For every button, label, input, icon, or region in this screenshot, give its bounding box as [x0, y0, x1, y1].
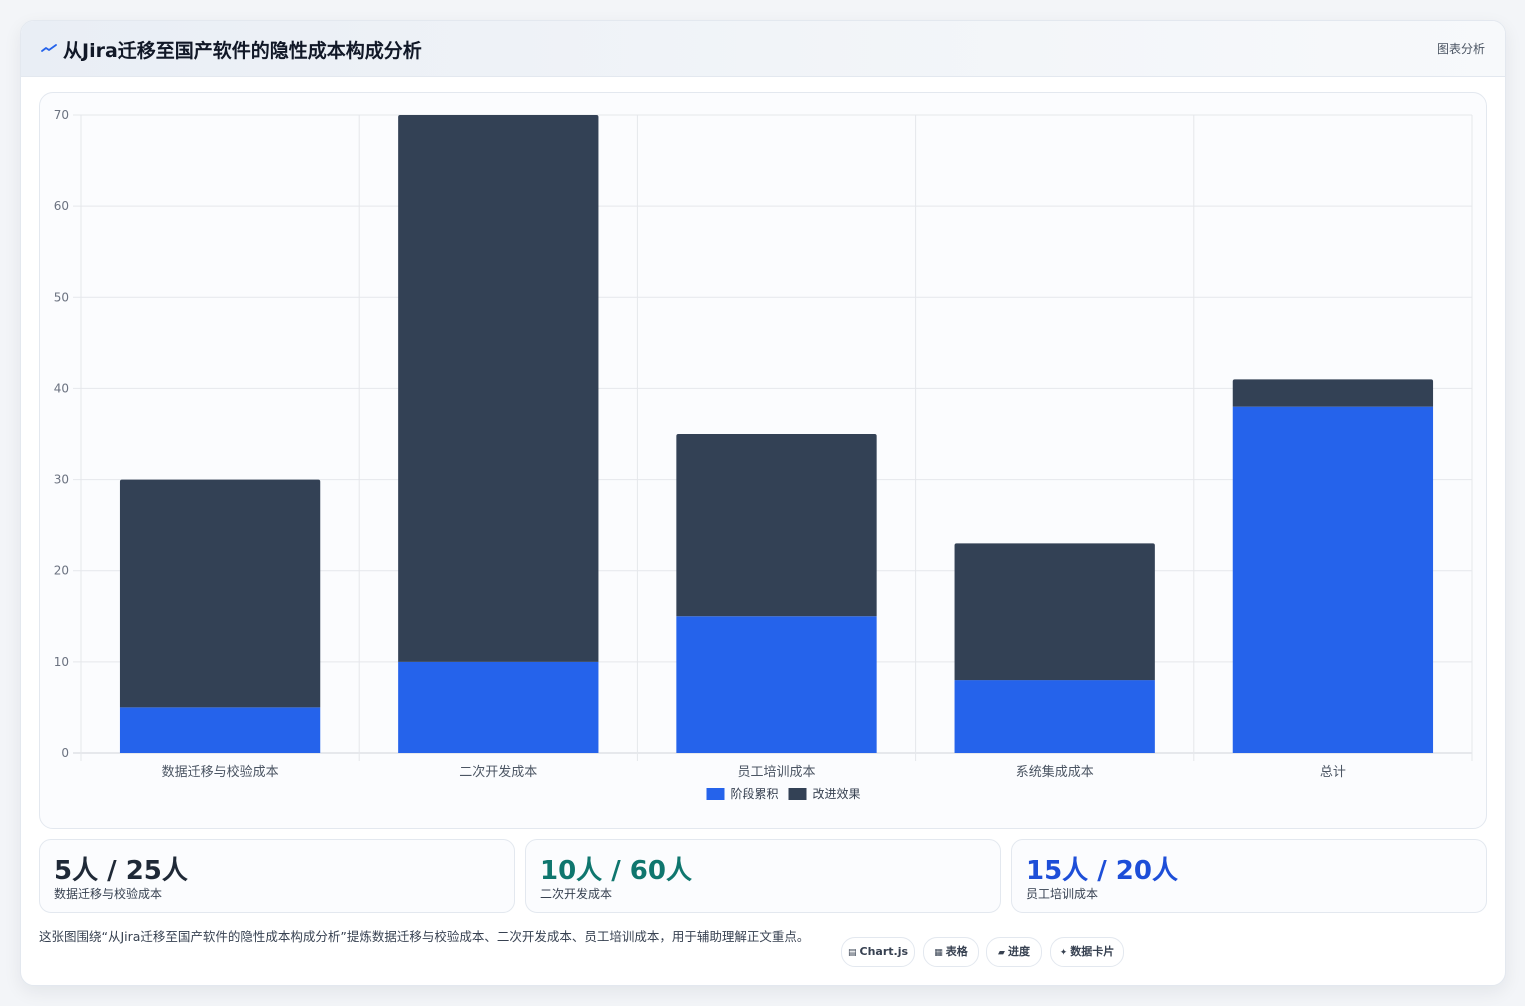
- bar-segment: [676, 616, 877, 753]
- pill-label: 表格: [945, 945, 968, 958]
- pill-label: 进度: [1007, 945, 1030, 958]
- bar-segment: [1232, 379, 1434, 407]
- bar-segment: [954, 543, 1155, 681]
- y-tick-label: 20: [54, 564, 69, 578]
- bar-segment: [119, 479, 321, 708]
- legend-swatch: [788, 788, 807, 800]
- card-header: 从Jira迁移至国产软件的隐性成本构成分析 图表分析: [21, 21, 1505, 77]
- bar-segment: [676, 434, 877, 617]
- bar-segment: [398, 115, 599, 662]
- pill-table[interactable]: ▦ 表格: [923, 937, 979, 967]
- bar-segment: [954, 680, 1155, 753]
- stat-card-1: 5人 / 25人 数据迁移与校验成本: [39, 839, 515, 913]
- stat-label: 员工培训成本: [1026, 887, 1099, 901]
- x-tick-label: 员工培训成本: [737, 764, 815, 780]
- page-title: 从Jira迁移至国产软件的隐性成本构成分析: [63, 40, 422, 62]
- pill-data-card[interactable]: ✦ 数据卡片: [1050, 937, 1124, 967]
- legend-label: 阶段累积: [731, 786, 779, 801]
- stacked-bar-chart: 0 10 20 30 40 50 60 70 数据迁移与校验成本 二次开发成本 员工培训成本 系统集成…: [54, 108, 1473, 801]
- pill-label: Chart.js: [859, 945, 909, 958]
- x-tick-label: 数据迁移与校验成本: [162, 764, 279, 780]
- y-tick-label: 10: [54, 655, 69, 669]
- legend-label: 改进效果: [813, 786, 861, 801]
- legend-swatch: [706, 788, 725, 800]
- y-tick-label: 40: [54, 381, 69, 395]
- y-tick-label: 70: [54, 108, 69, 122]
- bar-segment: [398, 661, 599, 753]
- chart-analysis-tag[interactable]: 图表分析: [1436, 42, 1485, 56]
- stat-card-2: 10人 / 60人 二次开发成本: [525, 839, 1001, 913]
- stat-value: 5人 / 25人: [54, 856, 188, 886]
- y-tick-label: 0: [61, 746, 69, 760]
- stat-value: 15人 / 20人: [1026, 856, 1178, 886]
- stat-label: 数据迁移与校验成本: [54, 887, 163, 901]
- pill-label: 数据卡片: [1070, 945, 1115, 958]
- chart-description: 这张图围绕“从Jira迁移至国产软件的隐性成本构成分析”提炼数据迁移与校验成本、…: [39, 929, 810, 944]
- chart-card: 从Jira迁移至国产软件的隐性成本构成分析 图表分析 0 10 20 30 40 50 60…: [20, 20, 1506, 986]
- table-icon: ▦: [934, 948, 943, 958]
- y-tick-label: 30: [54, 473, 69, 487]
- stat-card-3: 15人 / 20人 员工培训成本: [1011, 839, 1487, 913]
- y-tick-label: 60: [54, 199, 69, 213]
- x-tick-label: 二次开发成本: [459, 764, 537, 780]
- pill-progress[interactable]: ▰ 进度: [986, 937, 1042, 967]
- y-tick-label: 50: [54, 290, 69, 304]
- card-icon: ✦: [1059, 948, 1068, 958]
- chart-icon: ▤: [847, 948, 857, 958]
- bar-segment: [119, 707, 321, 753]
- bar-segment: [1232, 406, 1434, 753]
- stat-label: 二次开发成本: [540, 887, 613, 901]
- chart-panel: 0 10 20 30 40 50 60 70 数据迁移与校验成本 二次开发成本 员工培训成本 系统集成…: [39, 92, 1487, 829]
- trend-line-icon: [41, 44, 57, 52]
- progress-icon: ▰: [998, 948, 1005, 958]
- stat-value: 10人 / 60人: [540, 856, 692, 886]
- pill-chartjs[interactable]: ▤ Chart.js: [841, 937, 915, 967]
- x-tick-label: 系统集成成本: [1016, 764, 1094, 780]
- x-tick-label: 总计: [1320, 765, 1346, 780]
